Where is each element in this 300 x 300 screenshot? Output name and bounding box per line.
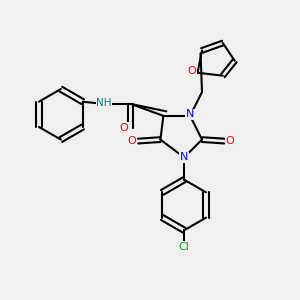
Text: O: O [120, 123, 128, 133]
Text: O: O [226, 136, 235, 146]
Text: N: N [180, 152, 188, 162]
Text: Cl: Cl [179, 242, 190, 252]
Text: NH: NH [96, 98, 112, 108]
Text: O: O [187, 66, 196, 76]
Text: O: O [128, 136, 136, 146]
Text: N: N [186, 109, 194, 119]
